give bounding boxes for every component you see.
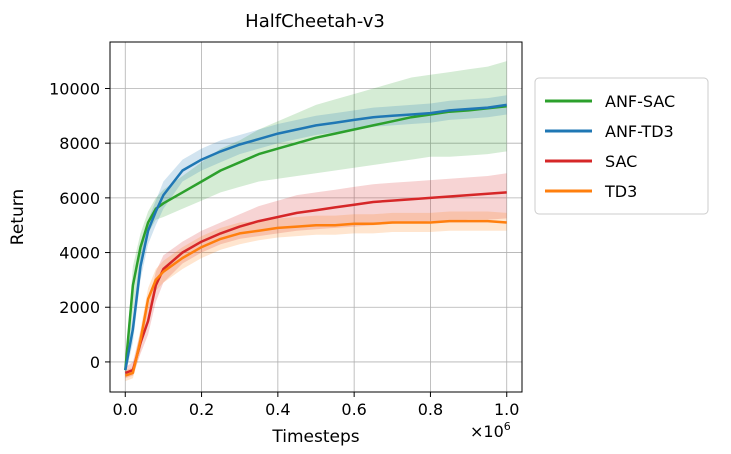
band-td3 [125,211,507,382]
y-tick-label: 4000 [59,244,100,263]
y-tick-label: 0 [90,353,100,372]
x-multiplier-exponent: 6 [504,420,511,433]
x-tick-label: 0.8 [418,400,443,419]
band-sac [125,173,507,379]
line-td3 [124,219,507,377]
x-axis-ticks: 0.0 0.2 0.4 0.6 0.8 1.0 [113,392,519,419]
band-anf-sac [125,61,507,379]
plot-frame [109,41,523,393]
x-tick-label: 0.2 [189,400,214,419]
legend-label-anf-td3: ANF-TD3 [605,122,674,141]
x-multiplier-base: ×10 [470,422,504,441]
x-axis-label: Timesteps [271,427,359,447]
y-axis-ticks: 0 2000 4000 6000 8000 10000 [49,79,110,372]
line-anf-sac [124,105,507,371]
legend-label-td3: TD3 [604,182,637,201]
confidence-bands [125,61,507,382]
legend-box [534,77,709,215]
y-axis-label: Return [8,189,28,245]
x-tick-label: 1.0 [494,400,519,419]
x-axis-multiplier: ×106 [470,420,511,441]
series-lines [124,103,507,377]
y-tick-label: 6000 [59,189,100,208]
y-tick-label: 2000 [59,298,100,317]
grid-lines [110,42,522,392]
chart-title: HalfCheetah-v3 [245,11,385,32]
x-tick-label: 0.4 [265,400,290,419]
legend: ANF-SAC ANF-TD3 SAC TD3 [534,77,709,215]
x-tick-label: 0.6 [341,400,366,419]
y-tick-label: 8000 [59,134,100,153]
line-sac [124,191,507,375]
svg-text:×106: ×106 [470,420,511,441]
line-anf-td3 [124,103,507,371]
y-tick-label: 10000 [49,79,100,98]
legend-label-anf-sac: ANF-SAC [605,92,675,111]
legend-label-sac: SAC [605,152,637,171]
x-tick-label: 0.0 [113,400,138,419]
